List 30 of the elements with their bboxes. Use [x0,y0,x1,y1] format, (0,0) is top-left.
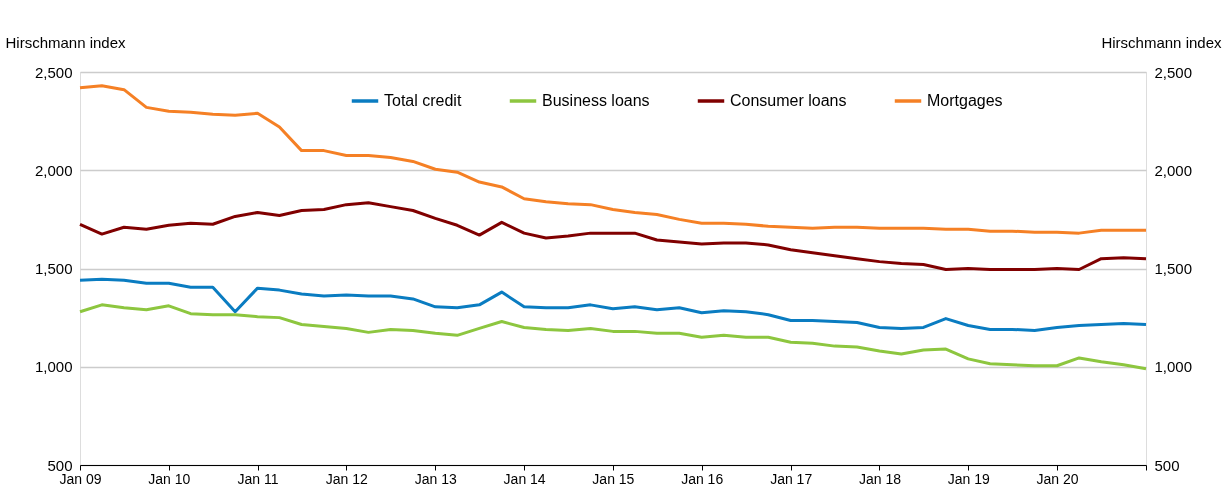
x-tick-label: Jan 15 [592,470,635,487]
x-tick-label: Jan 10 [148,470,191,487]
line-series [78,84,1148,235]
legend-label: Total credit [384,92,462,109]
x-tick-label: Jan 20 [1036,470,1079,487]
y-tick-label: 1,500 [34,260,73,277]
x-tick-label: Jan 11 [237,470,279,487]
x-tick-label: Jan 12 [325,470,369,487]
legend-label: Business loans [542,92,650,109]
x-tick-label: Jan 18 [858,470,902,487]
line-series [78,277,1148,332]
y2-tick-label: 500 [1154,456,1180,474]
y2-tick-label: 1,500 [1154,260,1193,277]
y2-tick-label: 2,500 [1154,63,1193,81]
y2-tick-label: 2,000 [1154,161,1193,179]
y-tick-label: 2,500 [34,63,73,81]
legend-label: Consumer loans [730,92,847,109]
line-series [78,303,1148,371]
x-tick-label: Jan 16 [681,470,724,487]
y2-tick-label: 1,000 [1154,358,1193,376]
y-tick-label: 2,000 [34,161,73,179]
y-axis-title: Hirschmann index [5,33,127,51]
x-tick-label: Jan 17 [770,470,813,487]
x-tick-label: Jan 19 [947,470,990,487]
line-series [78,201,1148,271]
y2-axis-title: Hirschmann index [1101,33,1222,51]
x-tick-label: Jan 14 [503,470,546,487]
x-tick-label: Jan 13 [414,470,458,487]
legend-label: Mortgages [927,92,1003,109]
y-tick-label: 1,000 [34,358,73,376]
